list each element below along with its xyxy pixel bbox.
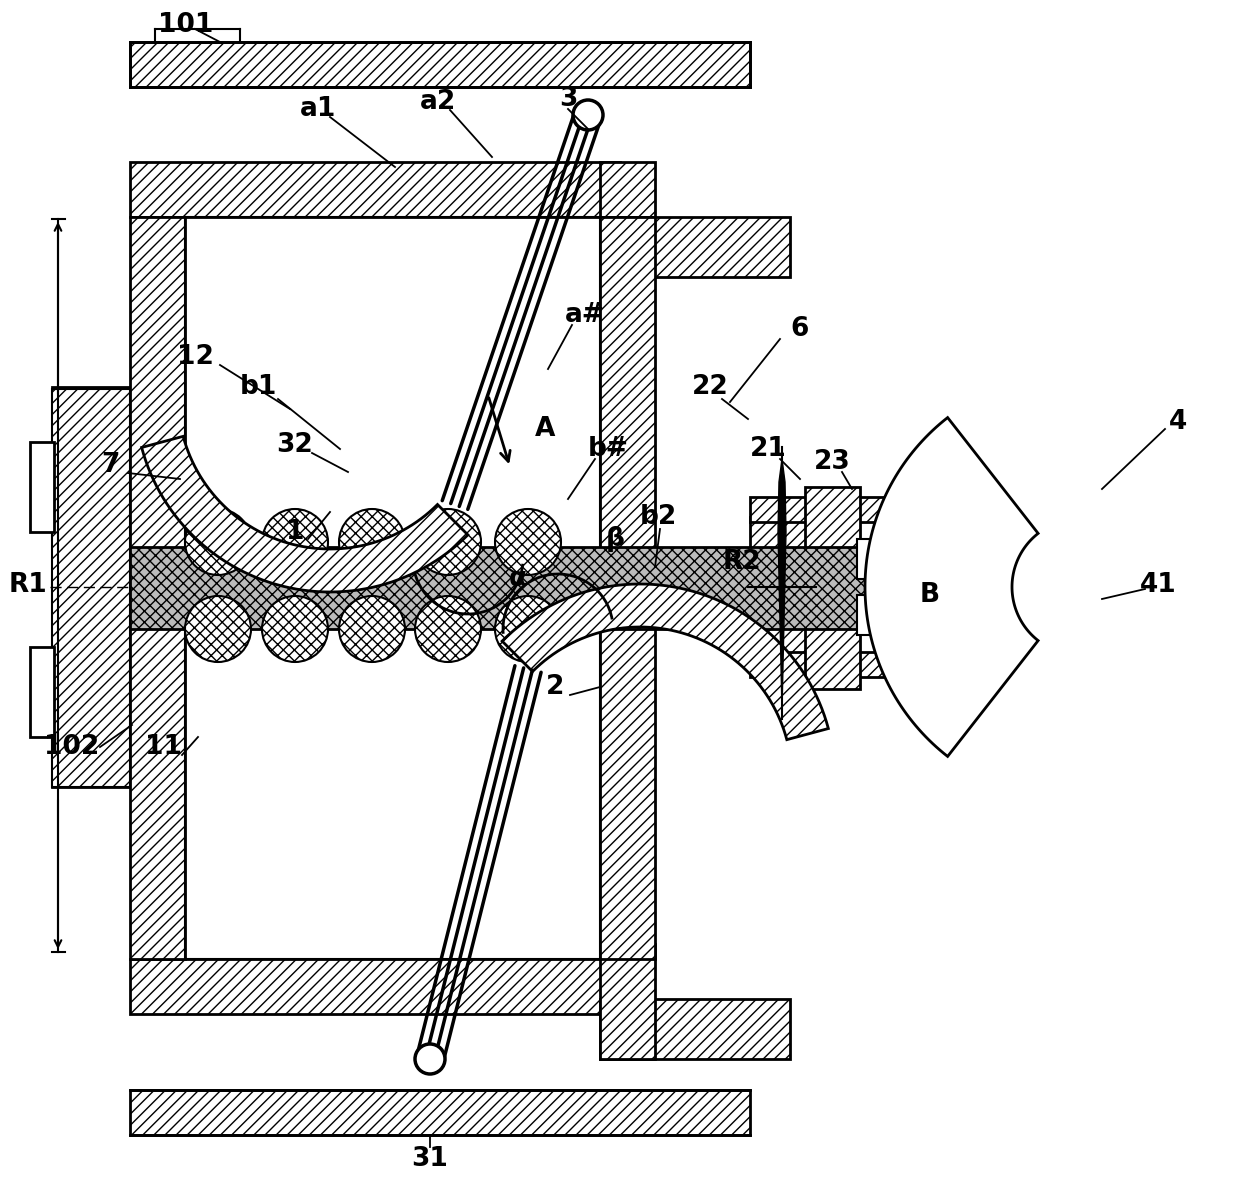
Text: 11: 11 bbox=[145, 734, 181, 760]
Text: 101: 101 bbox=[157, 12, 213, 38]
Circle shape bbox=[339, 596, 405, 661]
Text: 4: 4 bbox=[1169, 408, 1187, 435]
Circle shape bbox=[262, 508, 329, 576]
Bar bbox=[750, 517, 810, 657]
Text: 6: 6 bbox=[791, 315, 810, 343]
Text: α: α bbox=[508, 566, 527, 592]
Circle shape bbox=[415, 596, 481, 661]
Bar bbox=[130, 547, 915, 629]
Text: R2: R2 bbox=[723, 548, 761, 576]
Circle shape bbox=[339, 508, 405, 576]
Text: b1: b1 bbox=[239, 374, 277, 400]
Circle shape bbox=[415, 1044, 445, 1073]
Bar bbox=[600, 162, 655, 277]
Bar bbox=[130, 959, 620, 1015]
Text: 3: 3 bbox=[559, 86, 577, 112]
Text: 7: 7 bbox=[100, 452, 119, 478]
Text: a1: a1 bbox=[300, 97, 336, 122]
Bar bbox=[857, 596, 889, 636]
Bar bbox=[600, 217, 655, 959]
Bar bbox=[130, 42, 750, 87]
Bar bbox=[130, 162, 620, 217]
Text: 2: 2 bbox=[546, 674, 564, 700]
Bar bbox=[857, 539, 889, 579]
Text: R1: R1 bbox=[9, 572, 47, 598]
Polygon shape bbox=[777, 459, 786, 709]
Bar bbox=[30, 443, 55, 532]
Text: β: β bbox=[605, 526, 625, 552]
Text: 21: 21 bbox=[749, 435, 786, 463]
Bar bbox=[750, 497, 915, 523]
Text: 12: 12 bbox=[176, 344, 213, 370]
Text: 22: 22 bbox=[692, 374, 728, 400]
Text: 31: 31 bbox=[412, 1146, 449, 1172]
Text: 41: 41 bbox=[1140, 572, 1177, 598]
Bar bbox=[600, 217, 790, 277]
Circle shape bbox=[262, 596, 329, 661]
Text: a#: a# bbox=[565, 302, 605, 328]
Text: a2: a2 bbox=[420, 89, 456, 115]
Circle shape bbox=[415, 508, 481, 576]
Bar bbox=[52, 390, 130, 787]
Circle shape bbox=[185, 596, 250, 661]
Bar bbox=[130, 1090, 750, 1135]
Text: 1: 1 bbox=[285, 519, 304, 545]
Polygon shape bbox=[141, 437, 467, 592]
Bar bbox=[130, 217, 185, 959]
Circle shape bbox=[573, 100, 603, 129]
Polygon shape bbox=[866, 418, 1038, 757]
Bar bbox=[52, 387, 131, 787]
Circle shape bbox=[185, 508, 250, 576]
Text: 32: 32 bbox=[277, 432, 314, 458]
Circle shape bbox=[495, 596, 560, 661]
Text: b#: b# bbox=[588, 435, 629, 463]
Bar bbox=[750, 652, 915, 677]
Polygon shape bbox=[502, 584, 828, 739]
Bar bbox=[600, 999, 790, 1059]
Text: B: B bbox=[920, 581, 940, 609]
Bar bbox=[805, 487, 861, 689]
Text: 102: 102 bbox=[45, 734, 99, 760]
Text: b2: b2 bbox=[640, 504, 677, 530]
Bar bbox=[600, 944, 655, 1059]
Bar bbox=[30, 647, 55, 737]
Text: A: A bbox=[534, 415, 556, 443]
Text: 23: 23 bbox=[813, 448, 851, 476]
Circle shape bbox=[495, 508, 560, 576]
